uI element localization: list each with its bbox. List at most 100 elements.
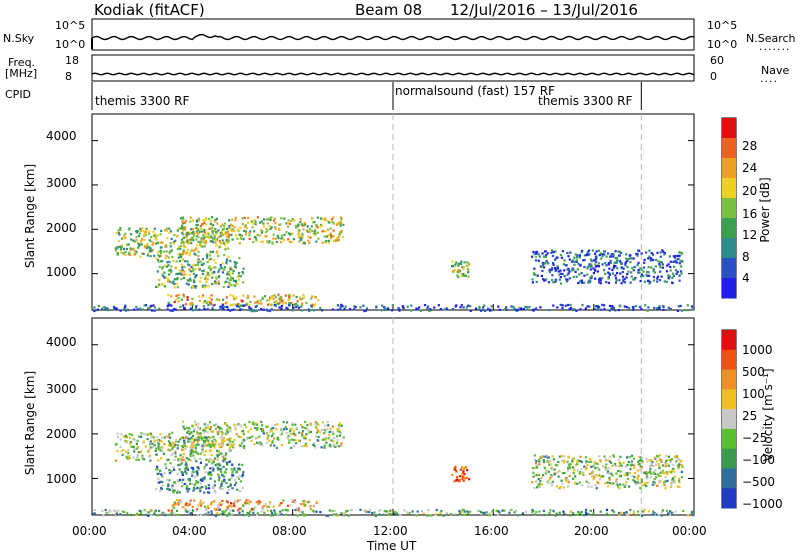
power-panel-cell-0-125 [188,251,191,254]
velocity-panel-cell-1-51 [220,430,223,433]
velocity-panel-cell-0-185 [129,443,132,446]
velocity-panel-cell-0-76 [219,452,223,455]
power-panel-cell-1-325 [182,227,185,230]
power-panel-cell-2-69 [214,280,217,283]
velocity-panel-cell-1-360 [231,444,234,447]
power-panel-cell-1-254 [321,218,324,221]
power-panel-cell-3-105 [198,299,201,302]
power-panel-cell-5-76 [538,255,541,258]
velocity-panel-cell-6-89 [383,509,386,513]
velocity-panel-cell-0-218 [224,453,228,456]
nsky-trace [91,33,695,41]
power-panel-cell-2-161 [155,285,158,288]
velocity-panel-cell-2-2 [203,476,206,479]
power-panel-cell-1-189 [297,224,300,227]
velocity-panel-cell-1-346 [269,444,272,447]
velocity-panel-cell-0-70 [188,438,192,441]
power-panel-cell-0-270 [224,240,227,243]
velocity-panel-cell-1-328 [233,443,236,446]
velocity-panel-cell-6-193 [660,514,663,517]
velocity-panel-cell-6-127 [333,509,336,512]
power-panel-cell-2-9 [242,281,245,284]
velocity-panel-cell-5-13 [676,456,679,459]
power-panel-cell-5-233 [609,255,613,258]
velocity-panel-cell-0-199 [208,443,211,446]
velocity-panel-cell-5-376 [662,471,665,474]
velocity-panel-cell-6-20 [592,512,595,515]
power-panel-colorbar-swatch-3 [722,178,736,199]
velocity-panel-cell-1-202 [303,435,307,438]
power-panel-cell-0-239 [133,249,136,252]
velocity-panel-cell-1-244 [239,436,242,439]
power-cb-tick-28: 28 [742,139,758,153]
power-panel-cell-6-90 [498,308,501,311]
power-panel-cell-5-108 [546,252,549,255]
power-panel-cell-3-23 [235,297,238,300]
velocity-panel-cell-1-37 [324,424,327,427]
velocity-panel-cell-5-368 [666,459,669,462]
velocity-panel-cell-5-309 [561,459,564,462]
velocity-panel-cell-3-41 [239,499,242,502]
velocity-panel-cell-0-246 [155,447,158,450]
power-panel-cell-0-132 [197,254,200,258]
velocity-panel-cell-1-106 [326,421,329,424]
power-panel-cell-6-220 [308,309,312,312]
power-panel-cell-2-15 [228,281,231,285]
power-panel-cell-3-2 [263,295,267,298]
power-panel-cell-3-11 [173,300,176,304]
velocity-panel-cell-5-176 [658,467,661,470]
power-panel-cell-1-84 [312,232,315,235]
power-panel-cell-2-163 [226,259,229,262]
velocity-panel-cell-1-355 [323,428,326,432]
power-panel-cell-3-128 [269,296,272,299]
velocity-panel-cell-1-309 [229,445,232,448]
power-panel-cell-5-282 [566,279,569,282]
velocity-panel-cell-2-29 [159,469,162,472]
power-panel-cell-1-263 [224,232,227,235]
power-panel-cell-3-60 [299,296,302,299]
power-panel-cell-1-250 [283,239,286,242]
velocity-panel-cell-2-203 [185,487,188,490]
power-panel-cell-2-192 [218,275,221,278]
power-panel-cell-0-84 [124,236,127,240]
power-panel-cell-5-121 [654,258,657,261]
velocity-panel-cell-1-222 [219,427,222,430]
power-panel-cell-5-112 [673,265,676,268]
velocity-panel-cell-5-206 [664,480,667,483]
velocity-panel-cell-0-9 [167,448,170,451]
velocity-panel-cell-5-201 [584,468,587,471]
power-panel-cell-1-184 [265,227,268,231]
velocity-panel-cell-0-234 [205,458,208,461]
power-panel-cell-1-350 [256,216,259,219]
velocity-panel-cell-5-24 [605,467,608,470]
power-panel-cell-2-175 [225,261,228,264]
power-panel-cell-6-161 [101,307,104,310]
velocity-panel-cell-6-273 [501,509,504,512]
power-panel-cell-5-385 [661,249,664,252]
velocity-panel-cell-1-100 [273,427,276,430]
power-panel-cell-5-62 [657,260,660,263]
power-panel-cell-2-20 [167,264,170,267]
power-panel-cell-6-136 [410,309,413,312]
power-panel-cell-5-167 [531,255,534,258]
power-panel-cell-6-218 [401,305,404,308]
velocity-panel-cell-5-51 [632,478,635,481]
power-panel-cell-1-226 [303,223,306,226]
power-panel-cell-3-26 [261,296,264,299]
velocity-panel-cell-1-141 [233,423,236,426]
power-panel-cell-6-87 [443,308,446,311]
power-panel-cell-6-121 [619,305,622,308]
velocity-panel-cell-6-151 [279,510,282,513]
velocity-panel-cell-1-142 [195,429,198,433]
velocity-panel-cell-2-187 [213,484,216,487]
velocity-panel-cell-6-86 [576,513,579,516]
power-panel-cell-5-97 [640,268,643,271]
power-panel-cell-5-17 [632,278,635,281]
velocity-panel-cell-0-132 [174,452,177,455]
velocity-panel-cell-1-25 [299,423,303,426]
velocity-panel-cell-3-26 [221,503,224,506]
velocity-panel-cell-6-65 [371,511,374,515]
freq-label: Freq. [8,56,36,69]
power-panel-cell-5-391 [608,267,611,270]
power-panel-cell-5-210 [649,281,652,284]
